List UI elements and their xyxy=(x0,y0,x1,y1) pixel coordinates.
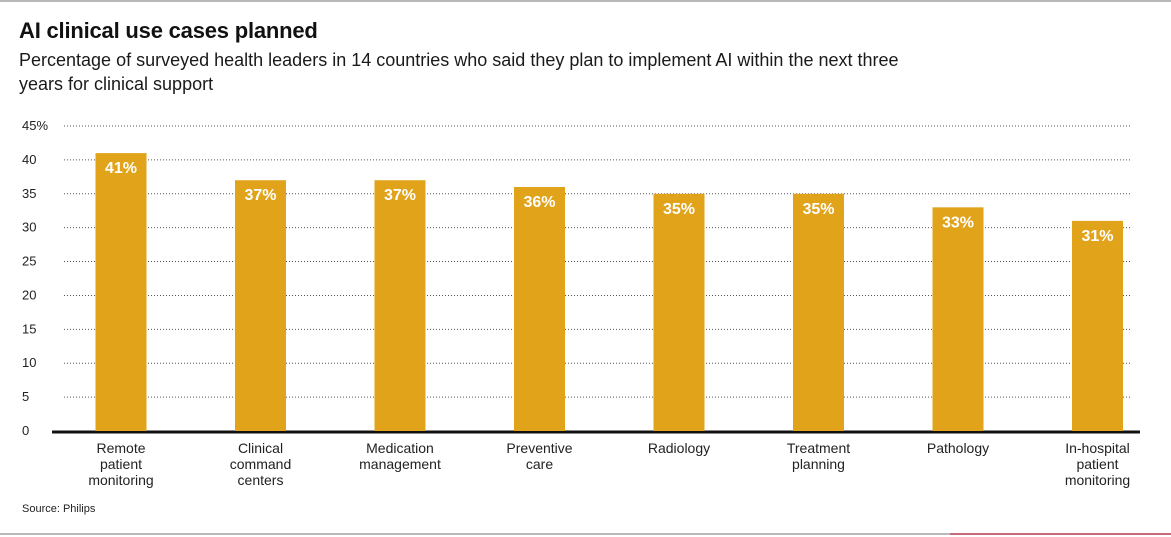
x-category-label: Preventive care xyxy=(506,440,572,472)
x-category-label: Medication management xyxy=(359,440,441,472)
bottom-rule xyxy=(0,533,1171,535)
chart-title: AI clinical use cases planned xyxy=(19,18,318,43)
bar xyxy=(793,193,844,431)
x-category-label: Clinical command centers xyxy=(230,440,291,488)
bar-value-label: 33% xyxy=(942,214,974,231)
x-category-label: Remote patient monitoring xyxy=(88,440,153,488)
y-tick-label: 10 xyxy=(22,355,36,370)
x-category-label: In-hospital patient monitoring xyxy=(1065,440,1130,488)
source-note: Source: Philips xyxy=(22,503,96,515)
y-tick-label: 40 xyxy=(22,152,36,167)
y-tick-label: 20 xyxy=(22,287,36,302)
bar-value-label: 31% xyxy=(1081,228,1113,245)
bar-value-label: 37% xyxy=(384,187,416,204)
x-category-label: Pathology xyxy=(927,440,989,456)
x-category-label: Radiology xyxy=(648,440,710,456)
y-tick-label: 0 xyxy=(22,423,29,438)
bottom-accent xyxy=(950,533,1171,535)
top-rule xyxy=(0,0,1171,2)
bar-value-label: 35% xyxy=(802,201,834,218)
bar-value-label: 37% xyxy=(244,187,276,204)
bar xyxy=(1072,220,1123,431)
y-tick-label: 35 xyxy=(22,186,36,201)
y-tick-label: 5 xyxy=(22,389,29,404)
bar xyxy=(374,180,426,431)
bar-value-label: 36% xyxy=(523,194,555,211)
y-tick-label: 15 xyxy=(22,321,36,336)
x-category-label: Treatment planning xyxy=(787,440,850,472)
bar xyxy=(95,153,147,431)
bar xyxy=(514,187,565,431)
bar-value-label: 41% xyxy=(105,160,137,177)
y-tick-label: 30 xyxy=(22,220,36,235)
chart-subtitle: Percentage of surveyed health leaders in… xyxy=(19,50,899,94)
y-tick-label: 45% xyxy=(22,118,48,133)
bar xyxy=(653,193,705,431)
y-tick-label: 25 xyxy=(22,254,36,269)
bar xyxy=(235,180,286,431)
bar xyxy=(932,207,984,431)
bar-value-label: 35% xyxy=(663,201,695,218)
